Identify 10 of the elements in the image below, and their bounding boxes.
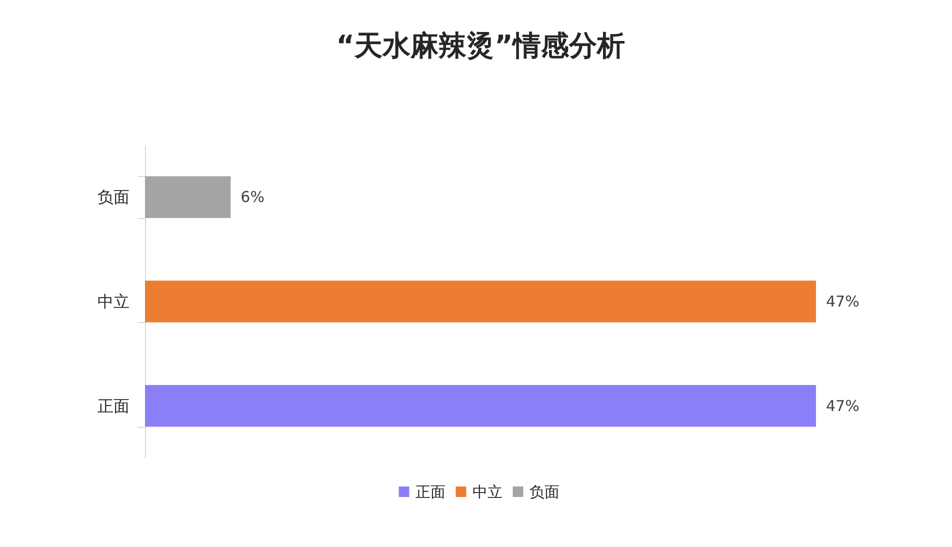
y-tick-label: 负面 (98, 188, 130, 207)
data-label: 47% (826, 292, 860, 310)
y-tick-label: 中立 (98, 292, 130, 311)
legend-label: 正面 (416, 482, 446, 501)
legend-label: 负面 (530, 482, 560, 501)
data-label: 47% (826, 396, 860, 415)
legend-label: 中立 (472, 482, 502, 501)
y-tick-label: 正面 (98, 396, 130, 416)
data-label: 6% (240, 188, 264, 206)
chart-title: “天水麻辣烫”情感分析 (336, 29, 625, 62)
